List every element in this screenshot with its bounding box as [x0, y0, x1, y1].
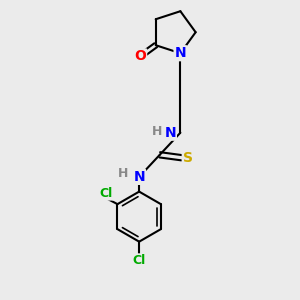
Text: H: H — [152, 125, 162, 138]
Text: N: N — [164, 126, 176, 140]
Text: N: N — [133, 170, 145, 184]
Text: S: S — [183, 151, 193, 165]
Text: Cl: Cl — [133, 254, 146, 267]
Text: Cl: Cl — [100, 187, 113, 200]
Text: H: H — [118, 167, 128, 180]
Text: O: O — [134, 50, 146, 64]
Text: N: N — [175, 46, 186, 60]
